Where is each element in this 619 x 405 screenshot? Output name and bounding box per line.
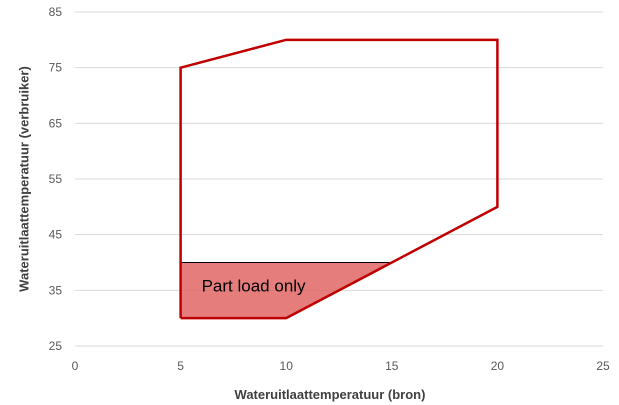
part-load-area (180, 262, 392, 319)
x-tick-label: 10 (280, 359, 294, 373)
y-tick-label: 55 (49, 172, 63, 186)
x-tick-label: 25 (596, 359, 610, 373)
x-axis-title: Wateruitlaattemperatuur (bron) (235, 387, 426, 402)
x-tick-label: 0 (72, 359, 79, 373)
envelope-line (179, 38, 499, 320)
y-tick-label: 65 (49, 116, 63, 130)
x-tick-label: 20 (491, 359, 505, 373)
y-axis-title: Wateruitlaattemperatuur (verbruiker) (17, 66, 32, 292)
x-tick-label: 5 (177, 359, 184, 373)
x-tick-label: 15 (385, 359, 399, 373)
y-tick-label: 25 (49, 339, 63, 353)
y-tick-label: 45 (49, 228, 63, 242)
tick-labels: 0 5 10 15 20 25 25 35 45 55 65 75 85 (49, 5, 610, 373)
y-tick-label: 35 (49, 283, 63, 297)
shaded-region (180, 262, 392, 319)
y-tick-label: 75 (49, 61, 63, 75)
gridlines (75, 11, 603, 347)
envelope-series (179, 38, 499, 320)
region-label: Part load only (202, 276, 306, 295)
y-tick-label: 85 (49, 5, 63, 19)
